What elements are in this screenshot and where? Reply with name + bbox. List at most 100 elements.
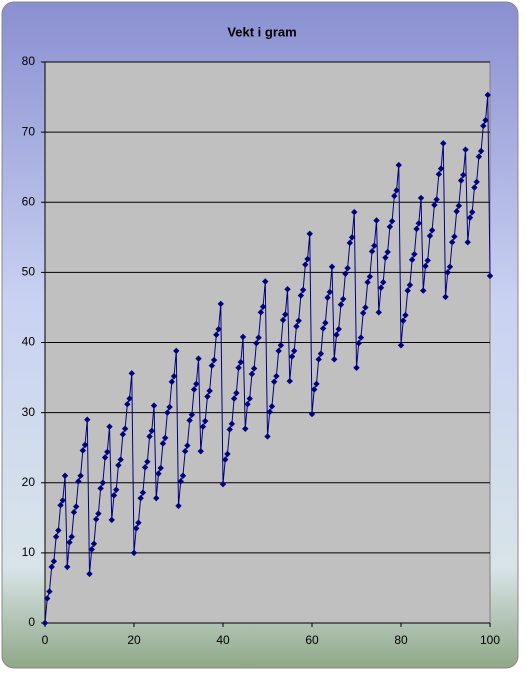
data-point <box>417 194 425 202</box>
data-point <box>57 501 64 509</box>
data-point <box>293 323 300 330</box>
data-point <box>308 410 316 418</box>
data-point <box>184 442 191 449</box>
data-point <box>315 356 322 363</box>
data-point <box>388 217 396 225</box>
y-tick-label: 0 <box>28 615 35 629</box>
data-point <box>264 433 271 440</box>
data-point <box>226 426 233 433</box>
data-point <box>146 433 153 440</box>
data-point <box>464 239 471 246</box>
data-point <box>342 270 349 277</box>
data-point <box>175 502 182 510</box>
data-point <box>99 479 107 486</box>
data-point <box>137 494 144 502</box>
data-point <box>90 540 98 547</box>
data-point <box>133 525 140 532</box>
data-point <box>121 425 129 432</box>
data-point <box>408 256 416 263</box>
data-point <box>406 281 414 289</box>
data-point <box>270 378 278 385</box>
data-point <box>95 510 102 517</box>
data-point <box>259 303 267 310</box>
data-point <box>193 380 200 388</box>
data-point <box>106 423 113 430</box>
data-point <box>55 527 62 534</box>
data-point <box>357 334 365 341</box>
data-point <box>48 563 55 571</box>
data-point <box>313 380 320 388</box>
data-point <box>455 202 463 209</box>
data-point <box>351 208 358 216</box>
data-point <box>246 395 253 402</box>
data-point <box>328 263 336 270</box>
data-point <box>262 278 269 285</box>
y-tick-label: 60 <box>22 194 36 208</box>
data-point <box>153 494 160 502</box>
data-point <box>331 356 338 363</box>
data-point <box>208 362 216 369</box>
data-point <box>353 364 360 371</box>
data-point <box>295 317 302 324</box>
data-point <box>275 347 282 355</box>
data-point <box>337 301 345 308</box>
data-point <box>77 472 84 479</box>
data-point <box>291 347 298 355</box>
data-point <box>135 519 142 526</box>
data-point <box>61 472 69 479</box>
data-point <box>224 450 231 458</box>
data-point <box>380 278 387 286</box>
data-point <box>230 395 238 402</box>
data-point <box>411 250 418 258</box>
y-tick-label: 40 <box>22 335 36 349</box>
data-point <box>402 311 409 319</box>
data-point <box>306 230 313 238</box>
data-point <box>382 254 389 261</box>
data-point <box>415 220 422 227</box>
data-point <box>304 255 311 263</box>
data-point <box>377 284 385 292</box>
data-point <box>446 263 454 270</box>
y-tick-label: 20 <box>22 475 36 489</box>
data-point <box>346 239 354 247</box>
data-point <box>215 325 222 333</box>
data-point <box>255 334 262 341</box>
data-point <box>173 347 180 355</box>
data-point <box>326 288 333 296</box>
data-point <box>460 171 467 179</box>
data-point <box>119 431 127 438</box>
data-point <box>155 470 162 477</box>
data-point <box>466 214 474 221</box>
data-point <box>113 486 120 493</box>
data-point <box>484 91 491 99</box>
data-point <box>108 516 115 524</box>
data-point <box>213 331 220 338</box>
data-point <box>400 317 407 324</box>
data-point <box>391 192 398 200</box>
data-point <box>239 333 247 341</box>
data-point <box>161 434 169 442</box>
data-point <box>297 292 305 299</box>
data-point <box>393 187 400 194</box>
data-point <box>444 269 451 276</box>
data-point <box>128 370 135 377</box>
data-point <box>437 165 445 172</box>
data-point <box>319 325 327 332</box>
data-point <box>92 516 100 523</box>
data-point <box>190 386 198 393</box>
data-point <box>284 286 291 293</box>
data-point <box>397 342 405 349</box>
x-tick-label: 40 <box>216 633 230 647</box>
data-point <box>431 201 438 209</box>
data-point <box>273 372 280 380</box>
data-point <box>480 122 487 130</box>
data-point <box>70 509 78 516</box>
data-point <box>404 287 411 294</box>
data-point <box>244 401 251 408</box>
data-point <box>386 223 394 230</box>
data-point <box>170 372 178 380</box>
data-point <box>219 480 227 488</box>
data-point <box>81 441 89 449</box>
data-point <box>451 233 458 240</box>
data-point <box>477 147 485 155</box>
